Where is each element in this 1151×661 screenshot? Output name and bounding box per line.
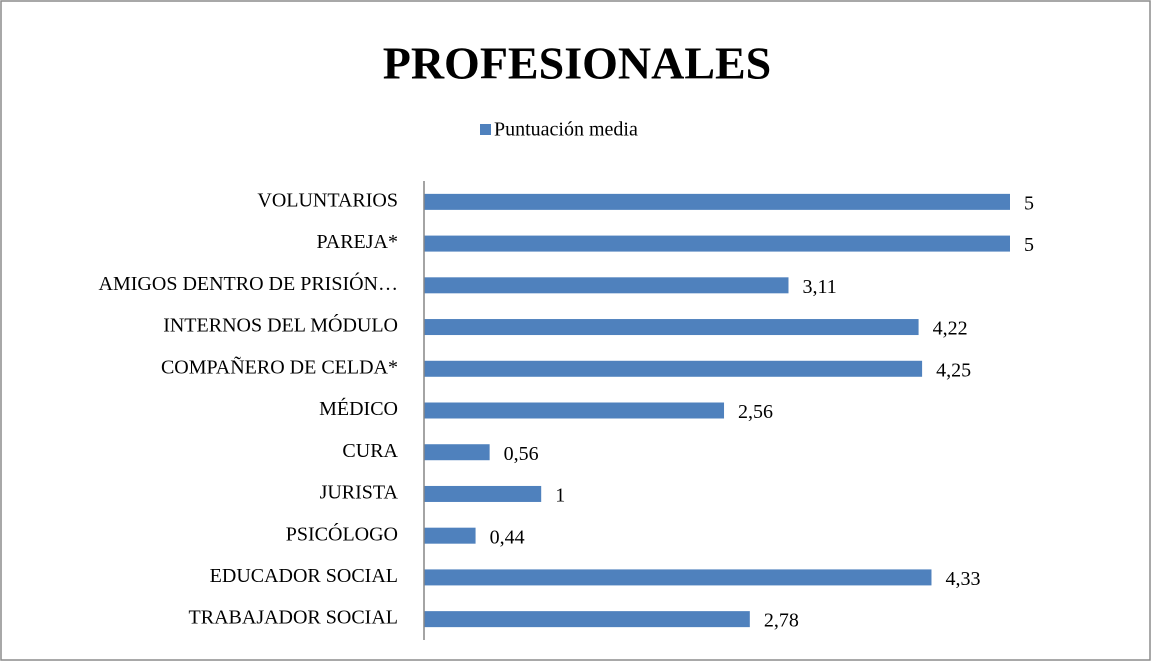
bar (424, 527, 476, 544)
data-label: 4,33 (945, 568, 980, 590)
bar (424, 444, 490, 461)
bar (424, 277, 789, 294)
y-tick-label: INTERNOS DEL MÓDULO (163, 313, 398, 337)
y-tick-label: EDUCADOR SOCIAL (210, 565, 398, 587)
legend-label: Puntuación media (494, 119, 638, 141)
bar (424, 235, 1010, 252)
y-tick-label: CURA (342, 440, 398, 462)
bar (424, 193, 1010, 210)
y-tick-label: PAREJA* (316, 231, 398, 253)
y-tick-label: COMPAÑERO DE CELDA* (161, 354, 398, 378)
data-label: 2,78 (764, 610, 799, 632)
bar (424, 360, 923, 377)
data-label: 4,25 (936, 359, 971, 381)
data-label: 3,11 (802, 276, 836, 298)
y-tick-label: AMIGOS DENTRO DE PRISIÓN… (99, 271, 398, 295)
data-label: 4,22 (933, 318, 968, 340)
bar (424, 319, 919, 336)
y-tick-label: MÉDICO (319, 397, 398, 420)
bar (424, 485, 542, 502)
data-label: 1 (555, 485, 565, 507)
y-tick-label: JURISTA (320, 482, 399, 504)
bar (424, 569, 932, 586)
data-label: 0,56 (504, 443, 539, 465)
y-tick-label: TRABAJADOR SOCIAL (189, 607, 398, 629)
chart-title: PROFESIONALES (383, 38, 772, 89)
y-tick-label: PSICÓLOGO (286, 521, 398, 545)
data-label: 2,56 (738, 401, 773, 423)
bar (424, 611, 750, 628)
y-tick-label: VOLUNTARIOS (257, 189, 398, 211)
data-label: 0,44 (490, 526, 525, 548)
data-label: 5 (1024, 192, 1034, 214)
data-label: 5 (1024, 234, 1034, 256)
legend-swatch (480, 124, 491, 135)
bar (424, 402, 725, 419)
